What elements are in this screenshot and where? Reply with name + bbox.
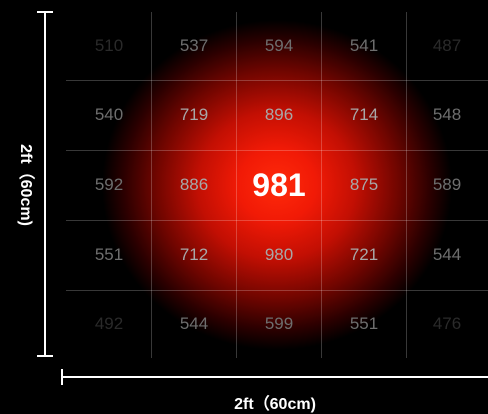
heatmap-cell-value: 719	[179, 105, 209, 124]
grid-line-vertical	[321, 12, 322, 358]
grid-line-vertical	[151, 12, 152, 358]
grid-line-horizontal	[66, 80, 488, 81]
heatmap-cell-value: 492	[94, 314, 124, 333]
x-axis-label: 2ft（60cm)	[234, 396, 316, 413]
heatmap-cell-value: 551	[349, 314, 379, 333]
heatmap-cell-value: 537	[179, 36, 209, 55]
heatmap-cell-value: 875	[349, 175, 379, 194]
grid-line-horizontal	[66, 150, 488, 151]
heatmap-cell-value: 896	[264, 105, 294, 124]
x-axis-line	[62, 376, 488, 378]
heatmap-cell-value: 544	[432, 245, 462, 264]
heatmap-cell-value: 599	[264, 314, 294, 333]
y-axis-bottom-cap	[37, 355, 53, 357]
grid-line-horizontal	[66, 290, 488, 291]
heatmap-cell-value: 487	[432, 36, 462, 55]
heatmap-cell-value: 886	[179, 175, 209, 194]
heatmap-cell-value: 541	[349, 36, 379, 55]
heatmap-cell-value: 980	[264, 245, 294, 264]
heatmap-cell-value: 510	[94, 36, 124, 55]
heatmap-cell-value: 721	[349, 245, 379, 264]
grid-line-vertical	[236, 12, 237, 358]
heatmap-cell-value: 548	[432, 105, 462, 124]
ppfd-heatmap: 510 537 594 541 487 540 719 896 714 548 592 886 981 8…	[66, 12, 488, 358]
y-axis-label: 2ft（60cm)	[17, 144, 34, 226]
heatmap-cell-value: 981	[252, 166, 306, 203]
heatmap-cell-value: 589	[432, 175, 462, 194]
y-axis-line	[44, 12, 46, 356]
grid-line-horizontal	[66, 220, 488, 221]
heatmap-cell-value: 714	[349, 105, 379, 124]
heatmap-cell-value: 476	[432, 314, 462, 333]
heatmap-cell-value: 544	[179, 314, 209, 333]
heatmap-cell-value: 594	[264, 36, 294, 55]
heatmap-cell-value: 551	[94, 245, 124, 264]
heatmap-cell-value: 540	[94, 105, 124, 124]
grid-line-vertical	[406, 12, 407, 358]
heatmap-cell-value: 712	[179, 245, 209, 264]
y-axis-top-cap	[37, 11, 53, 13]
heatmap-cell-value: 592	[94, 175, 124, 194]
